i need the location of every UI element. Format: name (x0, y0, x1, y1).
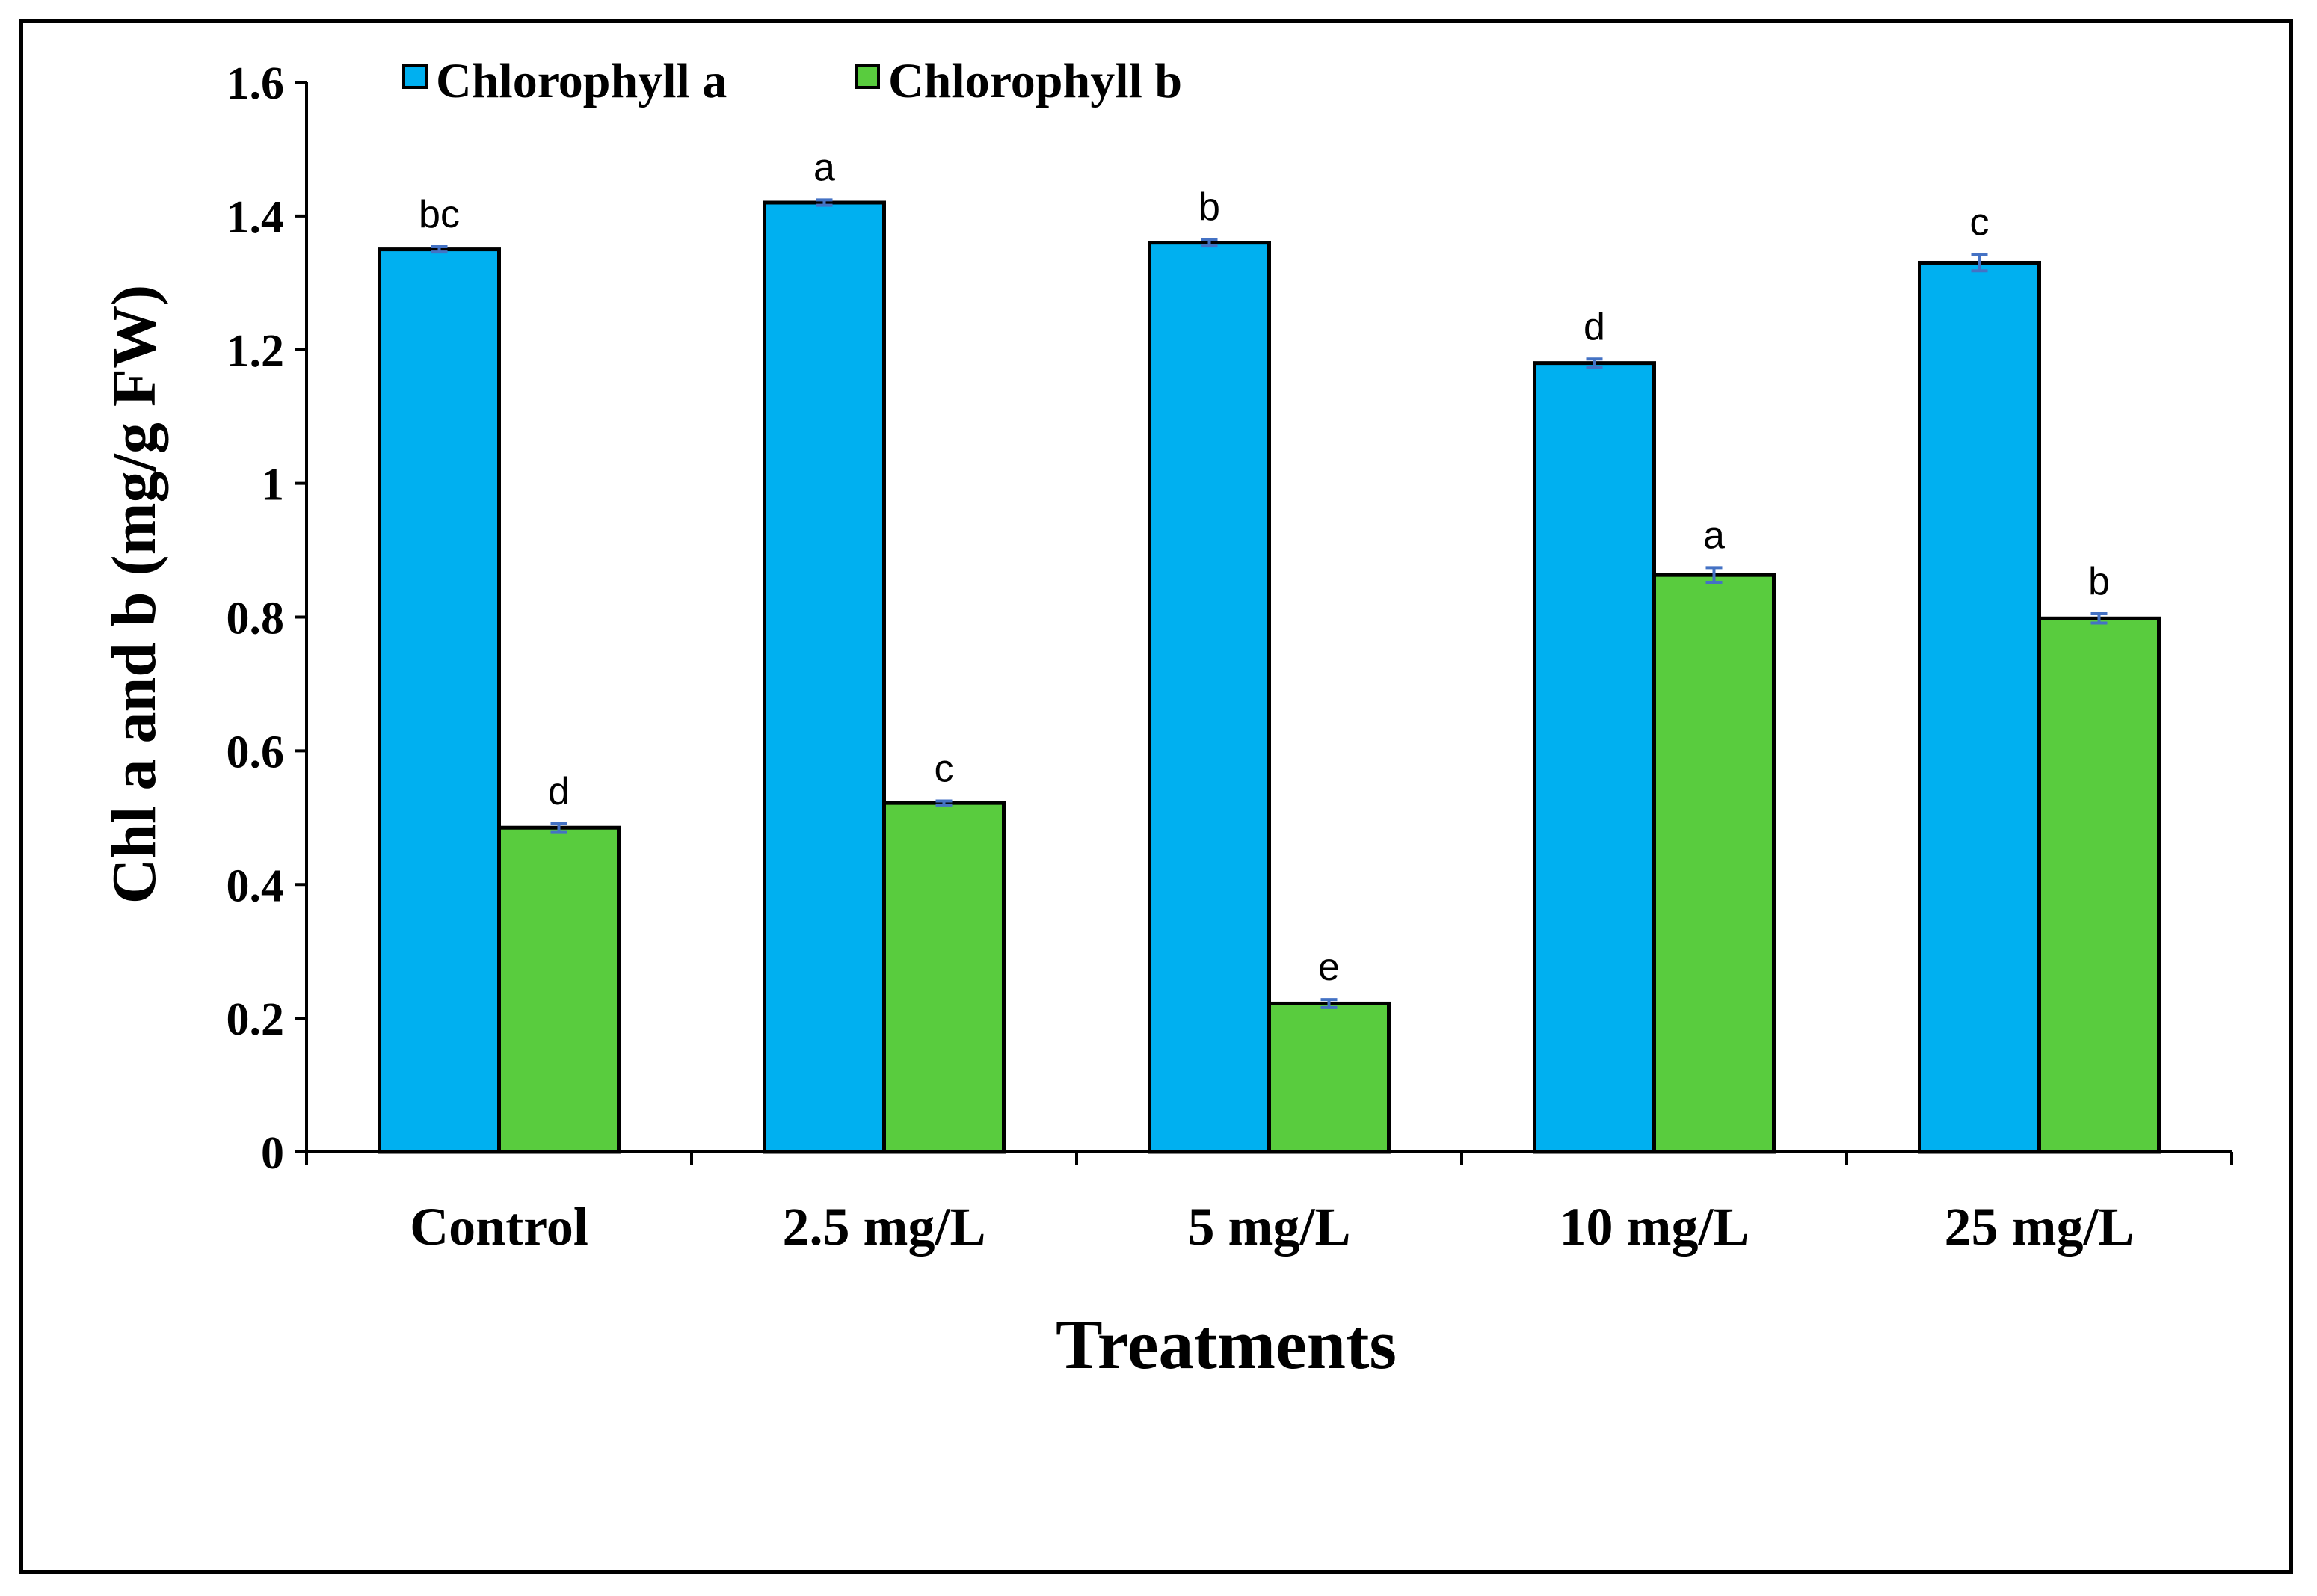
x-axis-title: Treatments (1056, 1306, 1397, 1384)
x-tick-label: Control (410, 1197, 588, 1257)
x-tick-label: 25 mg/L (1944, 1197, 2134, 1257)
legend-label: Chlorophyll b (888, 54, 1182, 108)
significance-letter: a (813, 146, 835, 189)
legend-label: Chlorophyll a (436, 54, 727, 108)
bars (378, 200, 2161, 1154)
significance-letter: d (548, 770, 570, 813)
bar-chlorophyll-a (1148, 241, 1271, 1154)
bar-chlorophyll-b (2037, 616, 2161, 1154)
x-tick-label: 2.5 mg/L (782, 1197, 985, 1257)
bar-chlorophyll-b (1267, 1001, 1391, 1154)
significance-letter: bc (419, 193, 460, 236)
y-tick-label: 1.6 (227, 58, 285, 109)
y-axis-title: Chl a and b (mg/g FW) (99, 285, 169, 904)
bar-chlorophyll-b (882, 801, 1006, 1154)
bar-chlorophyll-a (1533, 361, 1656, 1154)
y-tick-label: 1.2 (227, 326, 285, 377)
legend-swatch (402, 64, 428, 89)
bar-chlorophyll-b (1652, 573, 1776, 1154)
y-tick-label: 0.6 (227, 727, 285, 777)
y-tick-label: 0.8 (227, 594, 285, 644)
legend: Chlorophyll a Chlorophyll b (402, 54, 1182, 108)
legend-swatch (855, 64, 880, 89)
significance-letter: a (1703, 514, 1725, 557)
x-axis: Control 2.5 mg/L 5 mg/L 10 mg/L 25 mg/L (305, 1150, 2233, 1257)
bar-chlorophyll-a (763, 200, 886, 1154)
bar-chlorophyll-a (378, 247, 501, 1154)
significance-letter: b (1198, 185, 1220, 229)
y-tick-label: 0.4 (227, 860, 285, 911)
significance-letters: bc a b d c d c e a b (419, 146, 2110, 989)
y-tick-label: 0.2 (227, 994, 285, 1045)
significance-letter: d (1584, 305, 1605, 348)
bar-chlorophyll-b (497, 825, 621, 1154)
x-tick-label: 5 mg/L (1187, 1197, 1350, 1257)
significance-letter: e (1318, 946, 1340, 989)
y-tick-label: 0 (261, 1128, 284, 1179)
y-tick-label: 1 (261, 460, 284, 511)
bar-chlorophyll-a (1918, 260, 2041, 1154)
significance-letter: c (1970, 201, 1990, 244)
error-bars (431, 198, 2108, 1009)
x-tick-label: 10 mg/L (1559, 1197, 1749, 1257)
significance-letter: c (935, 747, 954, 790)
significance-letter: b (2088, 560, 2110, 603)
y-axis: 0 0.2 0.4 0.6 0.8 1 1.2 1.4 1.6 (227, 58, 308, 1179)
y-tick-label: 1.4 (227, 192, 285, 243)
